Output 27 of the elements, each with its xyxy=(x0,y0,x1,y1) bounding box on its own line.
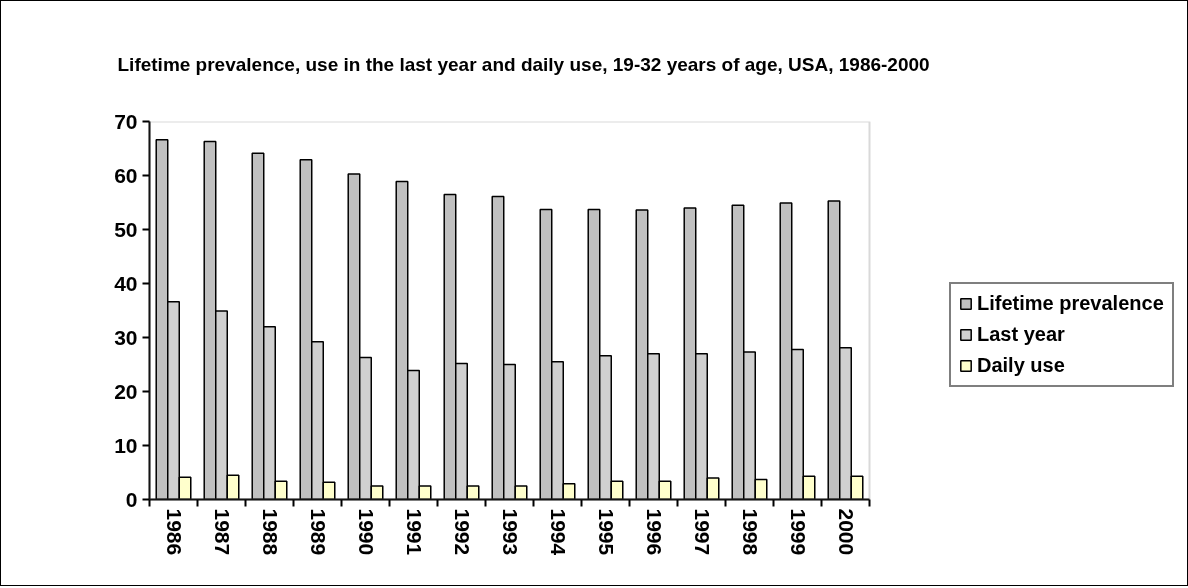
x-tick-label: 1992 xyxy=(450,508,474,556)
y-tick-label: 50 xyxy=(114,217,138,241)
y-tick-label: 60 xyxy=(114,163,138,187)
y-tick-label: 40 xyxy=(114,271,138,295)
x-tick-label: 1991 xyxy=(402,508,426,556)
legend-label: Lifetime prevalence xyxy=(977,292,1164,315)
x-tick-label: 1988 xyxy=(258,508,282,556)
x-tick-label: 2000 xyxy=(834,508,858,556)
x-tick-label: 1990 xyxy=(354,508,378,556)
y-tick-label: 30 xyxy=(114,325,138,349)
x-tick-label: 1989 xyxy=(306,508,330,556)
x-tick-label: 1999 xyxy=(786,508,810,556)
x-tick-label: 1998 xyxy=(738,508,762,556)
x-tick-label: 1987 xyxy=(210,508,234,556)
y-tick-label: 10 xyxy=(114,433,138,457)
x-tick-label: 1993 xyxy=(498,508,522,556)
x-tick-label: 1994 xyxy=(546,508,570,556)
x-tick-label: 1997 xyxy=(690,508,714,556)
legend-label: Last year xyxy=(977,323,1065,346)
legend-label: Daily use xyxy=(977,354,1065,377)
y-tick-label: 0 xyxy=(125,487,138,511)
chart-title: Lifetime prevalence, use in the last year and daily use, 19-32 years of age, USA, 1986-2000 xyxy=(117,53,930,75)
x-tick-label: 1986 xyxy=(162,508,186,556)
x-tick-label: 1996 xyxy=(642,508,666,556)
x-tick-label: 1995 xyxy=(594,508,618,556)
y-tick-label: 70 xyxy=(114,109,138,133)
y-tick-label: 20 xyxy=(114,379,138,403)
